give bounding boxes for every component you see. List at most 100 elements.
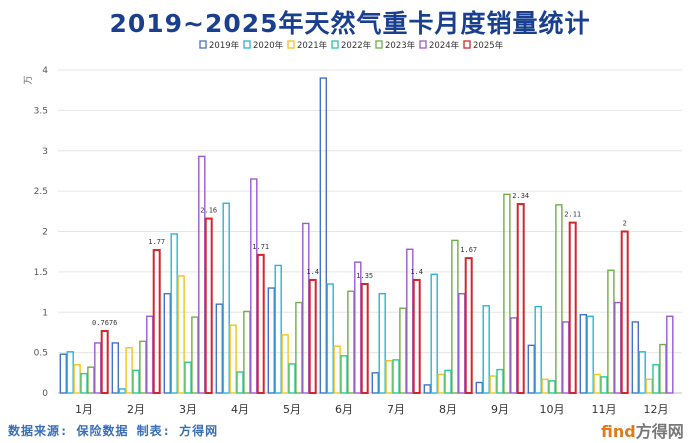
bar-2022年-11月 xyxy=(600,376,608,394)
legend: 2019年 2020年 2021年 2022年 2023年 2024年 2025年 xyxy=(199,40,504,51)
bar-2023年-4月 xyxy=(243,310,251,394)
x-tick-label: 3月 xyxy=(179,403,197,416)
y-tick-label: 3.5 xyxy=(34,106,48,116)
y-tick-label: 1.5 xyxy=(34,268,48,278)
bar-2022年-5月 xyxy=(288,363,296,394)
bar-2025年-4月 xyxy=(256,253,265,394)
legend-swatch xyxy=(419,40,427,49)
bar-2021年-8月 xyxy=(437,373,445,394)
watermark-text: 方得网 xyxy=(635,422,684,441)
bar-2024年-1月 xyxy=(94,342,102,394)
bar-2025年-6月 xyxy=(360,282,369,394)
bar-2025年-8月 xyxy=(464,257,473,394)
bar-2025年-10月 xyxy=(568,221,577,394)
bar-2022年-1月 xyxy=(80,372,88,394)
legend-label: 2025年 xyxy=(473,40,504,51)
data-label: 1.4 xyxy=(410,268,423,276)
bar-2021年-7月 xyxy=(385,360,393,394)
bar-2022年-10月 xyxy=(548,380,556,394)
bar-2021年-10月 xyxy=(541,378,549,394)
legend-label: 2020年 xyxy=(253,40,284,51)
bar-2022年-12月 xyxy=(652,364,660,394)
bar-2019年-12月 xyxy=(631,321,639,394)
bar-2022年-8月 xyxy=(444,369,452,394)
x-tick-label: 10月 xyxy=(540,403,565,416)
bar-2024年-12月 xyxy=(666,315,674,394)
bar-2023年-11月 xyxy=(607,269,615,394)
bar-2023年-3月 xyxy=(191,316,199,394)
bar-2023年-8月 xyxy=(451,239,459,394)
x-tick-label: 6月 xyxy=(335,403,353,416)
bar-2023年-7月 xyxy=(399,307,407,394)
legend-swatch xyxy=(199,40,207,49)
bar-2020年-7月 xyxy=(378,292,386,394)
bar-2020年-8月 xyxy=(430,273,438,394)
bar-2023年-5月 xyxy=(295,301,303,394)
bar-2020年-11月 xyxy=(586,315,594,394)
bar-2020年-12月 xyxy=(638,351,646,394)
x-tick-label: 5月 xyxy=(283,403,301,416)
bar-2020年-10月 xyxy=(534,305,542,394)
legend-swatch xyxy=(463,40,471,49)
bar-2019年-8月 xyxy=(423,384,431,394)
bar-2024年-10月 xyxy=(562,321,570,394)
legend-swatch xyxy=(375,40,383,49)
x-tick-label: 2月 xyxy=(127,403,145,416)
bar-2024年-9月 xyxy=(510,317,518,394)
y-tick-label: 2.5 xyxy=(34,187,48,197)
x-tick-label: 4月 xyxy=(231,403,249,416)
bar-2021年-12月 xyxy=(645,378,653,394)
bar-2020年-1月 xyxy=(66,351,74,394)
x-tick-label: 12月 xyxy=(644,403,669,416)
y-tick-label: 2 xyxy=(42,228,48,238)
bar-2019年-2月 xyxy=(111,342,120,394)
legend-label: 2023年 xyxy=(385,40,416,51)
legend-swatch xyxy=(331,40,339,49)
watermark-logo: find方得网 xyxy=(601,418,684,442)
data-label: 2.16 xyxy=(200,207,217,215)
x-tick-label: 1月 xyxy=(75,403,93,416)
bar-2024年-2月 xyxy=(146,315,154,394)
y-tick-label: 4 xyxy=(42,66,48,76)
bar-2020年-4月 xyxy=(222,202,230,394)
bar-2024年-3月 xyxy=(198,155,206,394)
bar-2025年-5月 xyxy=(308,278,317,395)
bar-2025年-1月 xyxy=(100,330,109,394)
bar-2024年-11月 xyxy=(614,301,622,394)
data-label: 2 xyxy=(623,220,627,228)
bar-2025年-2月 xyxy=(152,249,161,394)
chart-title: 2019~2025年天然气重卡月度销量统计 xyxy=(109,9,591,38)
x-tick-label: 7月 xyxy=(387,403,405,416)
bar-2024年-8月 xyxy=(458,292,466,394)
bar-2021年-3月 xyxy=(177,275,185,394)
legend-label: 2022年 xyxy=(341,40,372,51)
bar-2020年-2月 xyxy=(118,388,126,394)
bar-2023年-9月 xyxy=(503,193,511,394)
bar-2022年-9月 xyxy=(496,368,504,394)
data-label: 0.7676 xyxy=(92,319,117,327)
data-label: 1.4 xyxy=(306,268,319,276)
data-label: 2.11 xyxy=(564,211,581,219)
bar-2021年-2月 xyxy=(125,347,133,394)
bar-2023年-12月 xyxy=(659,343,667,394)
bar-2025年-7月 xyxy=(412,278,421,395)
bar-2025年-9月 xyxy=(516,203,525,394)
y-axis: 0 0.5 1 1.5 2 2.5 3 3.5 4 xyxy=(34,66,49,399)
y-tick-label: 0.5 xyxy=(34,349,48,359)
bar-2024年-5月 xyxy=(302,222,310,394)
bar-2021年-1月 xyxy=(73,364,81,394)
bar-2023年-2月 xyxy=(139,340,147,394)
legend-swatch xyxy=(243,40,251,49)
x-axis: 1月 2月 3月 4月 5月 6月 7月 8月 9月 10月 11月 12月 xyxy=(75,403,669,416)
data-labels: 0.7676 1.77 2.16 1.71 1.4 1.35 1.4 1.67 2.34 2.11… xyxy=(92,192,627,327)
bars xyxy=(59,77,674,395)
bar-2019年-10月 xyxy=(527,344,535,394)
bar-2022年-7月 xyxy=(392,359,400,394)
data-label: 1.77 xyxy=(148,238,165,246)
bar-2022年-6月 xyxy=(340,355,348,394)
bar-2023年-1月 xyxy=(87,366,95,394)
watermark-brand: find xyxy=(601,422,636,441)
bar-2019年-5月 xyxy=(267,287,275,394)
bar-2020年-5月 xyxy=(274,264,282,394)
